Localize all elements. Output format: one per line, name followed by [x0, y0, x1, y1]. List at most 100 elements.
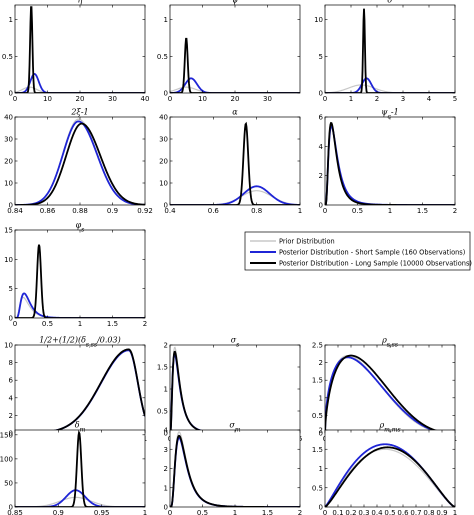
- x-tick-label: 1: [78, 320, 82, 328]
- y-tick-label: 4: [319, 143, 324, 151]
- x-tick-label: 0: [168, 509, 172, 515]
- x-tick-label: 2: [298, 509, 302, 515]
- panel-title: σ: [387, 0, 393, 5]
- y-tick-label: 0.5: [157, 53, 168, 61]
- y-tick-label: 10: [4, 180, 13, 188]
- x-tick-label: 0.4: [164, 207, 176, 215]
- y-tick-label: 0: [319, 430, 323, 438]
- plot-area: [325, 345, 455, 433]
- y-tick-label: 10: [4, 256, 13, 264]
- panel-title: ψc-1: [381, 108, 398, 121]
- y-tick-label: 40: [159, 114, 168, 122]
- x-tick-label: 1: [298, 207, 302, 215]
- y-tick-label: 0.5: [312, 412, 323, 420]
- plot-area: [325, 5, 455, 93]
- x-tick-label: 1: [453, 509, 457, 515]
- x-tick-label: 0.5: [197, 509, 208, 515]
- x-tick-label: 0: [13, 95, 17, 103]
- y-tick-label: 10: [4, 342, 13, 350]
- series-line-1: [15, 120, 145, 205]
- legend: Prior Distribution Posterior Distributio…: [244, 231, 472, 271]
- x-tick-label: 2: [143, 320, 147, 328]
- plot-area: [15, 345, 145, 433]
- y-tick-label: 2: [9, 412, 13, 420]
- y-tick-label: 10: [159, 180, 168, 188]
- x-tick-label: 0.6: [208, 207, 220, 215]
- y-tick-label: 1: [164, 16, 168, 24]
- legend-label-short: Posterior Distribution - Short Sample (1…: [279, 249, 465, 257]
- plot-area: [15, 230, 145, 318]
- legend-label-prior: Prior Distribution: [279, 238, 335, 246]
- x-tick-label: 30: [108, 95, 117, 103]
- panel-2: 0 1 2 3 4 5 0 5 10 σ: [314, 0, 457, 103]
- series-line-1: [170, 77, 300, 93]
- x-tick-label: 1.5: [262, 509, 273, 515]
- y-tick-label: 0: [319, 90, 323, 98]
- panel-1: 0 10 20 30 0 0.5 1 ψ: [157, 0, 301, 103]
- y-tick-label: 1.5: [312, 446, 323, 454]
- plot-frame: [324, 4, 456, 94]
- y-tick-label: 0: [9, 504, 13, 512]
- x-tick-label: 30: [263, 95, 272, 103]
- x-tick-label: 0.1: [332, 509, 343, 515]
- y-tick-label: 1: [319, 465, 323, 473]
- panel-0: 0 10 20 30 40 0 0.5 1 η: [2, 0, 150, 103]
- panel-11: 0 0.5 1 1.5 2 0 1 2 3 4 σm: [164, 421, 303, 515]
- panel-title: 2ξ-1: [70, 108, 88, 117]
- series-line-0: [15, 86, 145, 93]
- y-tick-label: 0.5: [157, 408, 168, 416]
- panel-title: δm: [75, 421, 86, 434]
- x-tick-label: 10: [43, 95, 52, 103]
- panel-3: 0.84 0.86 0.88 0.9 0.92 0 10 20 30 40 2ξ-1: [4, 108, 153, 216]
- y-tick-label: 20: [4, 158, 13, 166]
- y-tick-label: 2: [319, 359, 323, 367]
- panel-title: η: [78, 0, 83, 5]
- plot-area: [325, 430, 455, 507]
- y-tick-label: 40: [4, 114, 13, 122]
- y-tick-label: 0: [164, 90, 168, 98]
- series-line-1: [15, 489, 145, 507]
- x-tick-label: 0.95: [94, 509, 110, 515]
- legend-box: [244, 231, 471, 271]
- y-tick-label: 0: [9, 202, 13, 210]
- series-line-1: [15, 72, 145, 93]
- x-tick-label: 0.8: [251, 207, 262, 215]
- y-tick-label: 2: [164, 465, 168, 473]
- y-tick-label: 6: [319, 114, 324, 122]
- plot-frame: [14, 429, 146, 508]
- y-tick-label: 0: [9, 430, 13, 438]
- y-tick-label: 20: [159, 158, 168, 166]
- panel-7: 0.70.80.9102468101/2+(1/2)(δs,ss/0.03): [4, 336, 147, 444]
- y-tick-label: 5: [319, 53, 323, 61]
- x-tick-label: 0.9: [436, 509, 447, 515]
- plot-area: [15, 5, 145, 93]
- panel-5: 0 0.5 1 1.5 2 0 2 4 6 ψc-1: [319, 108, 458, 216]
- x-tick-label: 0: [13, 320, 17, 328]
- panel-title: ψ: [232, 0, 239, 5]
- x-tick-label: 40: [141, 95, 150, 103]
- y-tick-label: 4: [9, 394, 14, 402]
- x-tick-label: 3: [401, 95, 405, 103]
- x-tick-label: 0: [168, 95, 172, 103]
- panel-title: φs: [76, 221, 85, 234]
- x-tick-label: 2: [375, 95, 379, 103]
- y-tick-label: 3: [164, 446, 168, 454]
- panel-title: 1/2+(1/2)(δs,ss/0.03): [39, 336, 120, 349]
- series-line-2: [15, 244, 145, 318]
- y-tick-label: 2: [319, 172, 323, 180]
- x-tick-label: 0: [323, 509, 327, 515]
- x-tick-label: 0.86: [40, 207, 56, 215]
- y-tick-label: 30: [159, 136, 168, 144]
- y-tick-label: 0: [164, 202, 168, 210]
- plot-area: [170, 117, 300, 205]
- y-tick-label: 2: [164, 342, 168, 350]
- y-tick-label: 2.5: [312, 342, 323, 350]
- x-tick-label: 0.88: [72, 207, 88, 215]
- x-tick-label: 0.2: [345, 509, 356, 515]
- panel-title: σs: [231, 336, 240, 349]
- x-tick-label: 1.5: [107, 320, 118, 328]
- x-tick-label: 0.85: [7, 509, 23, 515]
